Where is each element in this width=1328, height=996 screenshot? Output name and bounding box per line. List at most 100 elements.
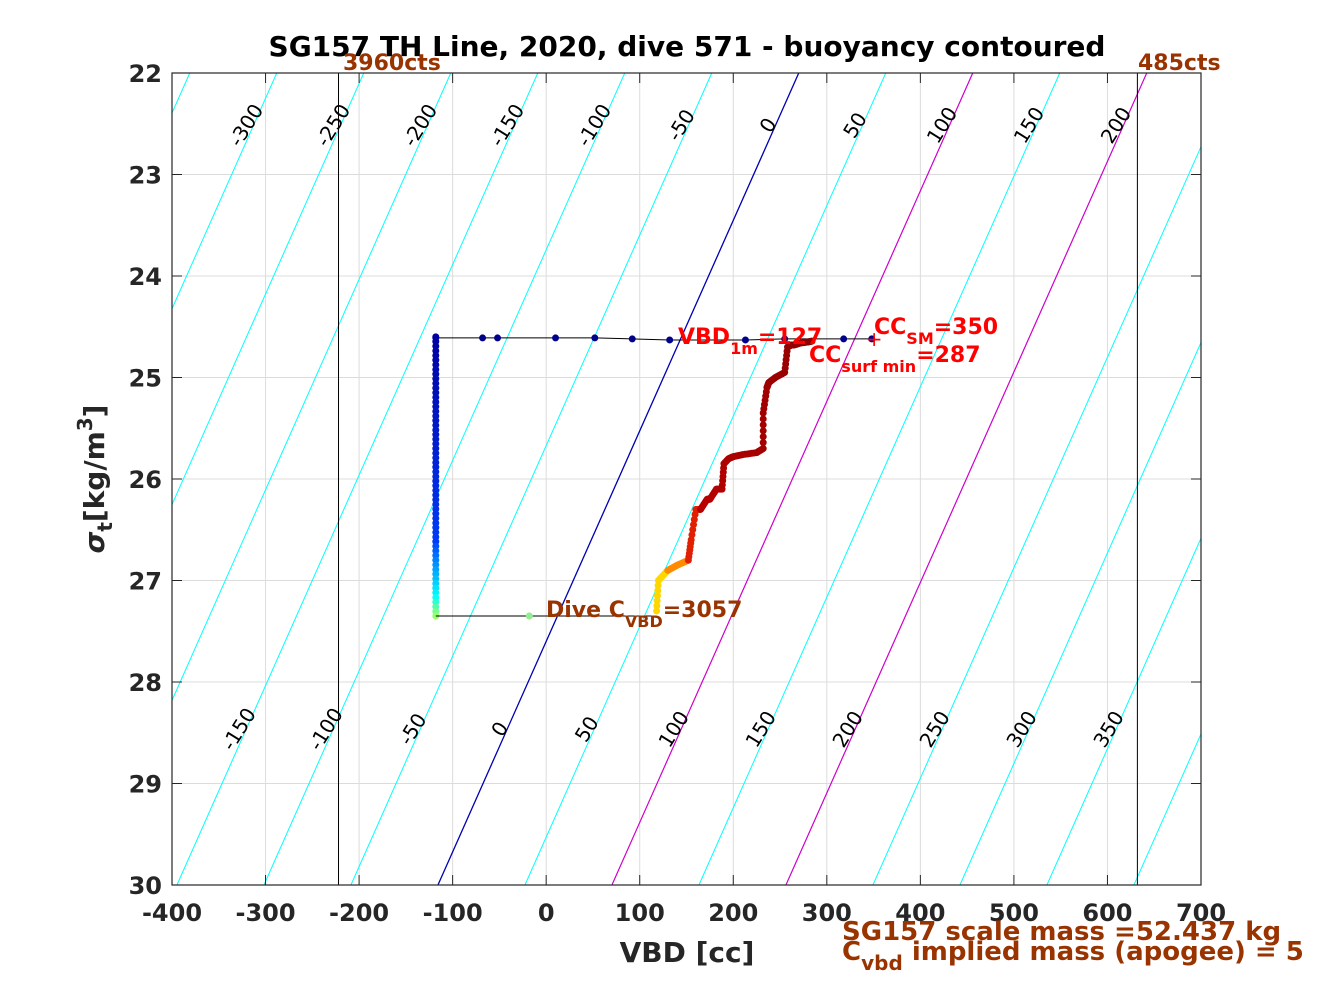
y-label-close: ] bbox=[78, 405, 111, 418]
contour-line bbox=[785, 73, 1148, 885]
y-label-unit: [kg/m bbox=[78, 431, 111, 522]
x-tick-label: 100 bbox=[615, 899, 665, 927]
implied-main: C bbox=[842, 937, 861, 967]
contour-line bbox=[1046, 537, 1201, 885]
climb-point bbox=[759, 421, 767, 429]
contour-line bbox=[437, 73, 800, 885]
climb-point bbox=[808, 337, 816, 345]
cc-sm-marker: + bbox=[866, 327, 883, 351]
cc-sm-sub: SM bbox=[906, 329, 933, 348]
dive-track: + bbox=[432, 327, 882, 620]
y-label-sigma: σ bbox=[78, 531, 111, 553]
cc-surf-main: CC bbox=[809, 343, 841, 368]
contour-line bbox=[1308, 73, 1328, 885]
y-axis-label: σt[kg/m3] bbox=[73, 405, 117, 554]
contour-line bbox=[1133, 732, 1201, 885]
climb-point bbox=[759, 439, 767, 447]
y-label-sub: t bbox=[93, 522, 117, 532]
y-tick-label: 26 bbox=[129, 466, 162, 494]
cc-sm-rest: =350 bbox=[934, 315, 998, 340]
vbd-1m-annotation: VBD1m=127 bbox=[678, 325, 822, 358]
cc-sm-annotation: CCSM=350 bbox=[874, 315, 998, 348]
surface-point bbox=[868, 335, 876, 343]
x-tick-label: 400 bbox=[895, 899, 945, 927]
vbd-1m-rest: =127 bbox=[758, 325, 822, 350]
x-tick-label: 600 bbox=[1082, 899, 1132, 927]
vbd-limit-label-high: 485cts bbox=[1138, 51, 1221, 76]
surface-point bbox=[741, 336, 749, 344]
cc-sm-main: CC bbox=[874, 315, 906, 340]
vbd-limit-lines bbox=[338, 73, 1138, 885]
y-tick-label: 28 bbox=[129, 669, 162, 697]
vbd-1m-main: VBD bbox=[678, 325, 730, 350]
contour-line bbox=[611, 73, 974, 885]
contour-line bbox=[172, 73, 452, 702]
contour-line bbox=[959, 341, 1201, 885]
x-tick-label: 700 bbox=[1176, 899, 1226, 927]
climb-point bbox=[653, 597, 661, 605]
x-tick-label: -200 bbox=[329, 899, 389, 927]
climb-point bbox=[759, 427, 767, 435]
surface-point bbox=[628, 335, 636, 343]
x-tick-label: -300 bbox=[236, 899, 296, 927]
y-tick-label: 22 bbox=[129, 60, 162, 88]
cc-surf-sub: surf min bbox=[841, 357, 916, 376]
bottom-point bbox=[525, 612, 533, 620]
contour-line bbox=[176, 73, 539, 885]
cc-surf-rest: =287 bbox=[916, 343, 980, 368]
chart-title: SG157 TH Line, 2020, dive 571 - buoyancy… bbox=[269, 30, 1106, 63]
x-tick-label: 300 bbox=[802, 899, 852, 927]
y-tick-label: 24 bbox=[129, 263, 162, 291]
contour-line bbox=[172, 73, 278, 311]
x-tick-label: -100 bbox=[423, 899, 483, 927]
y-tick-label: 23 bbox=[129, 162, 162, 190]
contour-line bbox=[172, 73, 365, 506]
surface-point bbox=[591, 334, 599, 342]
cc-surf-annotation: CCsurf min=287 bbox=[809, 343, 981, 376]
climb-point bbox=[759, 415, 767, 423]
surface-point bbox=[552, 334, 560, 342]
surface-point bbox=[781, 335, 789, 343]
surface-point bbox=[840, 335, 848, 343]
surface-point bbox=[494, 334, 502, 342]
axis-ticks: -400 -300 -200 -100 0 100 200 300 400 500 600 700 22… bbox=[129, 60, 1226, 927]
y-tick-label: 30 bbox=[129, 872, 162, 900]
climb-point bbox=[653, 607, 661, 615]
contour-line bbox=[1221, 73, 1328, 885]
dive-cvbd-annotation: Dive CVBD=3057 bbox=[546, 598, 742, 631]
y-tick-label: 25 bbox=[129, 365, 162, 393]
surface-point bbox=[666, 336, 674, 344]
vbd-limit-label-low: 3960cts bbox=[343, 51, 441, 76]
climb-point bbox=[759, 433, 767, 441]
climb-point bbox=[654, 592, 662, 600]
x-tick-label: 0 bbox=[538, 899, 555, 927]
scale-mass-annotation: SG157 scale mass =52.437 kg bbox=[842, 917, 1281, 947]
contour-line bbox=[698, 73, 1061, 885]
vbd-1m-sub: 1m bbox=[730, 339, 758, 358]
x-tick-label: 500 bbox=[989, 899, 1039, 927]
contour-line bbox=[350, 73, 713, 885]
contour-line bbox=[0, 73, 16, 885]
dive-c-main: Dive C bbox=[546, 598, 625, 623]
y-label-sup: 3 bbox=[73, 417, 97, 431]
climb-point bbox=[654, 582, 662, 590]
contour-line bbox=[872, 145, 1201, 885]
y-tick-label: 29 bbox=[129, 771, 162, 799]
climb-point bbox=[654, 587, 662, 595]
implied-rest: implied mass (apogee) = 5 bbox=[903, 937, 1304, 967]
contour-line bbox=[263, 73, 626, 885]
x-tick-label: -400 bbox=[142, 899, 202, 927]
surface-point bbox=[479, 334, 487, 342]
climb-point bbox=[759, 445, 767, 453]
dive-c-sub: VBD bbox=[625, 612, 663, 631]
contour-line bbox=[524, 73, 887, 885]
implied-mass-annotation: Cvbd implied mass (apogee) = 5 bbox=[842, 937, 1304, 975]
x-axis-label: VBD [cc] bbox=[620, 936, 755, 969]
dive-c-rest: =3057 bbox=[663, 598, 743, 623]
climb-point bbox=[653, 602, 661, 610]
implied-sub: vbd bbox=[861, 951, 903, 975]
y-tick-label: 27 bbox=[129, 568, 162, 596]
x-tick-label: 200 bbox=[708, 899, 758, 927]
buoyancy-contours bbox=[0, 73, 1328, 885]
